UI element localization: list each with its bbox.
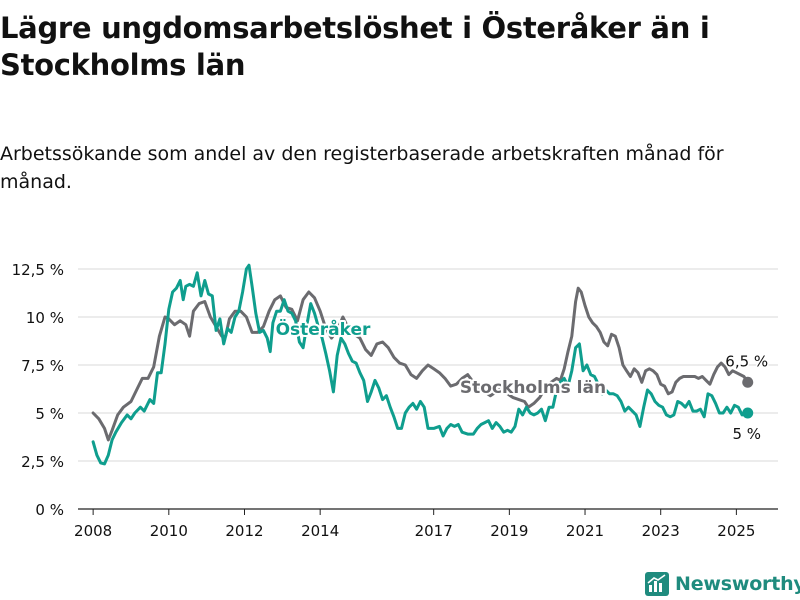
end-value-label-osteraker: 5 % [732,425,761,443]
series-label-osteraker: Österåker [276,318,371,340]
axis-layer: 0 % 2,5 % 5 % 7,5 % 10 % 12,5 % 2008 2010 2012 20… [12,261,756,540]
series-end-point [742,376,754,388]
series-label-stockholms-lan: Stockholms län [460,378,606,398]
label-layer: Stockholms län Österåker 6,5 % 5 % [274,316,770,445]
series-end-point [742,407,754,419]
y-tick-label: 0 % [35,501,64,519]
y-tick-label: 12,5 % [12,261,64,279]
y-tick-label: 2,5 % [21,453,64,471]
end-value-label-stockholms-lan: 6,5 % [725,352,768,370]
x-tick-label: 2019 [490,522,528,540]
series-line-stockholms-lan [91,286,750,442]
y-tick-label: 7,5 % [21,357,64,375]
x-tick-label: 2025 [717,522,755,540]
x-tick-label: 2010 [150,522,188,540]
x-tick-label: 2012 [225,522,263,540]
x-tick-label: 2014 [301,522,339,540]
series-line-osteraker [91,263,750,466]
y-tick-label: 10 % [26,309,64,327]
x-tick-label: 2017 [415,522,453,540]
chart-subtitle: Arbetssökande som andel av den registerb… [0,143,724,193]
brand-name: Newsworthy [675,573,800,595]
newsworthy-logo-icon [645,572,669,596]
chart-title: Lägre ungdomsarbetslöshet i Österåker än… [0,11,710,82]
line-chart: 0 % 2,5 % 5 % 7,5 % 10 % 12,5 % 2008 2010 2012 20… [12,261,778,540]
x-tick-label: 2021 [566,522,604,540]
x-tick-label: 2008 [74,522,112,540]
x-tick-label: 2023 [642,522,680,540]
y-tick-label: 5 % [35,405,64,423]
brand-logo[interactable]: Newsworthy [645,570,800,598]
series-layer [91,263,754,466]
